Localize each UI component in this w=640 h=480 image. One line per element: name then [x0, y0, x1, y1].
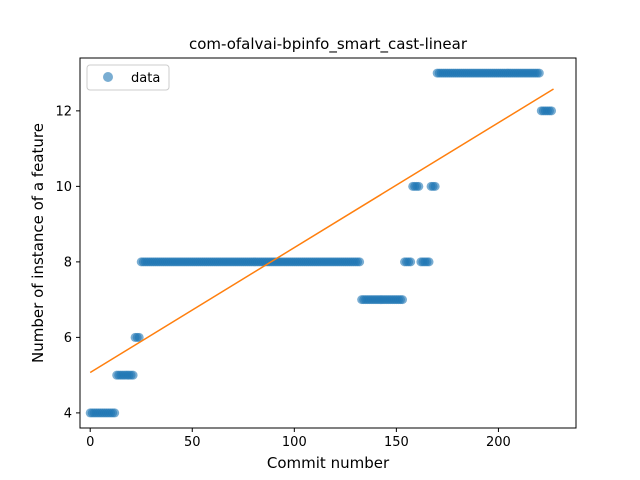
data-point: [398, 295, 407, 305]
y-tick-label: 4: [64, 406, 72, 421]
y-axis: 4 6 8 10 12: [55, 104, 80, 421]
y-tick-label: 10: [55, 180, 72, 195]
data-point: [110, 408, 120, 418]
y-tick-label: 8: [64, 255, 72, 270]
plot-frame: [79, 57, 577, 429]
data-point: [414, 181, 424, 191]
y-tick-label: 12: [55, 104, 72, 119]
x-axis: 0 50 100 150 200: [86, 428, 511, 450]
data-points: [85, 68, 557, 418]
fit-line: [89, 88, 554, 374]
x-tick-label: 0: [86, 435, 94, 450]
data-point: [547, 106, 557, 116]
chart-title: com-ofalvai-bpinfo_smart_cast-linear: [189, 35, 468, 54]
x-tick-label: 100: [282, 435, 307, 450]
fit-line-group: [89, 88, 554, 374]
legend-marker: [103, 72, 113, 82]
x-tick-label: 200: [486, 435, 511, 450]
data-point: [406, 257, 416, 267]
legend-label-data: data: [131, 71, 160, 86]
x-tick-label: 50: [184, 435, 201, 450]
data-point: [355, 257, 365, 267]
legend-box: [86, 64, 170, 91]
data-point: [430, 181, 440, 191]
data-point: [128, 370, 138, 380]
data-point: [424, 257, 434, 267]
legend: data: [86, 64, 170, 91]
data-point: [534, 68, 544, 78]
y-axis-label: Number of instance of a feature: [29, 123, 47, 363]
data-point: [134, 332, 144, 342]
x-tick-label: 150: [384, 435, 409, 450]
x-axis-label: Commit number: [267, 454, 390, 472]
y-tick-label: 6: [64, 331, 72, 346]
